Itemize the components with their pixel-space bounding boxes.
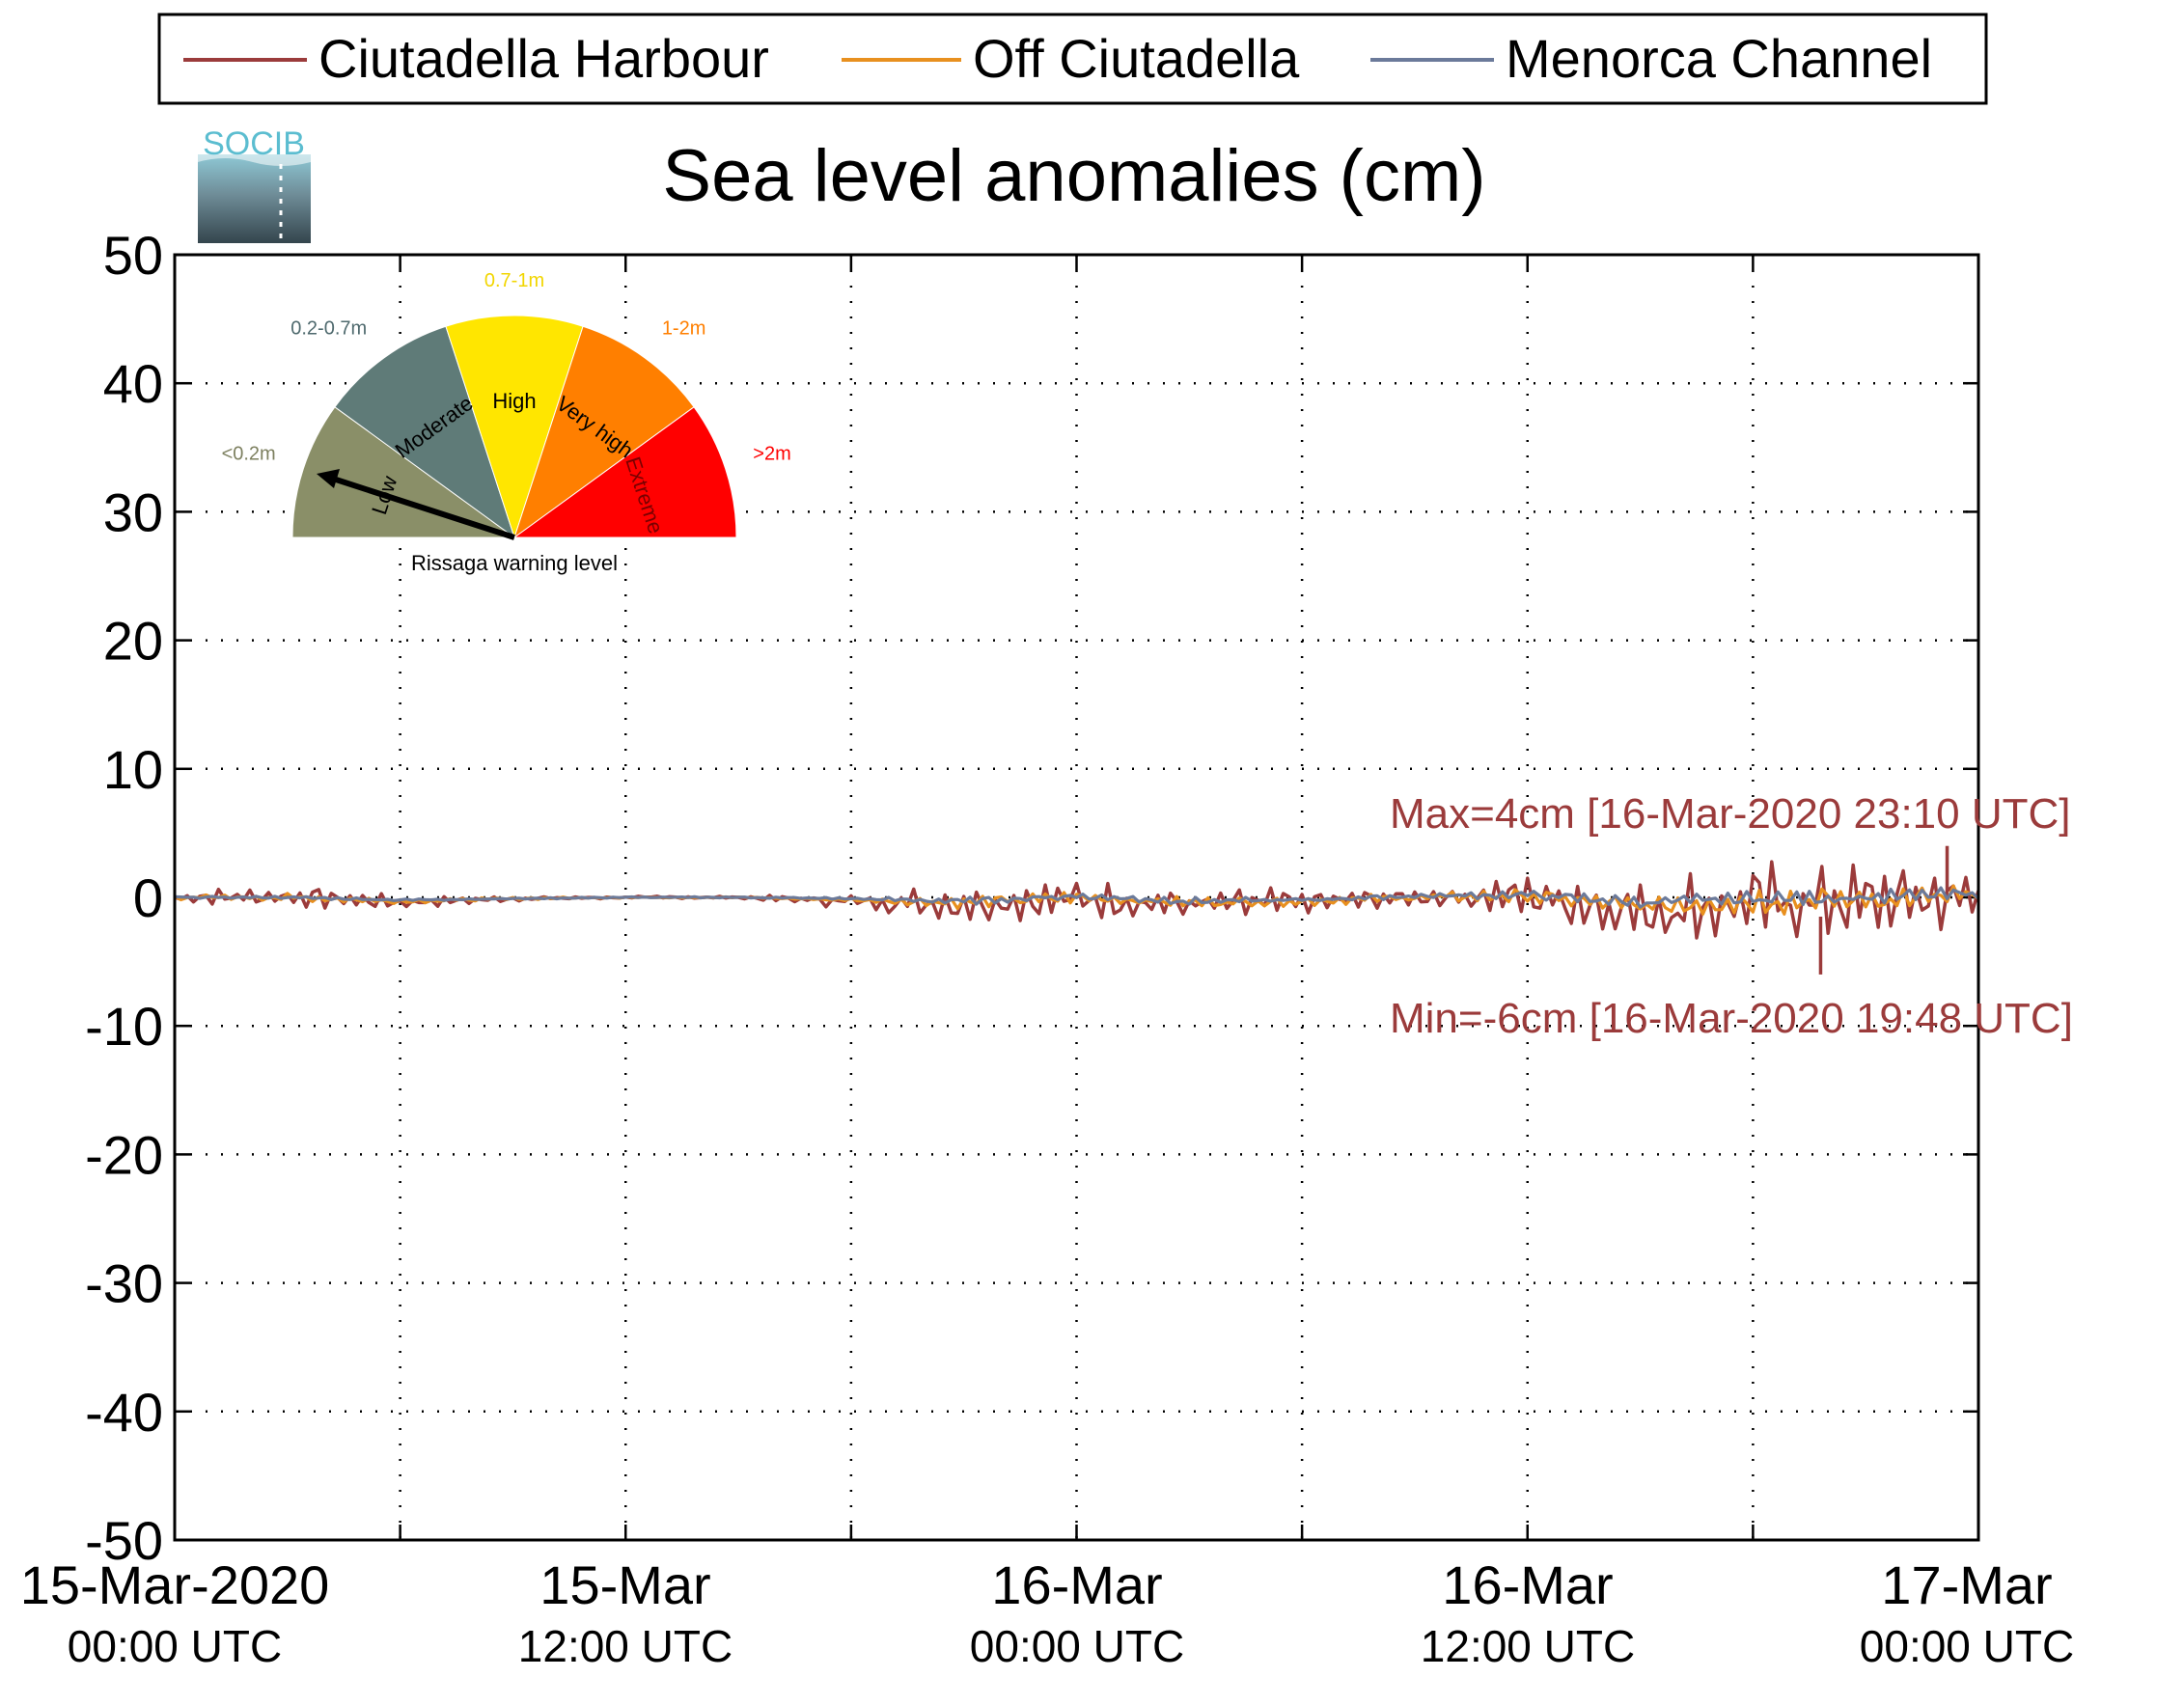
y-tick-label: 0 xyxy=(133,867,163,928)
gauge-needle xyxy=(329,475,515,540)
gauge-range-label: 0.7-1m xyxy=(484,270,544,291)
min-annotation: Min=-6cm [16-Mar-2020 19:48 UTC] xyxy=(1390,995,2073,1042)
legend: Ciutadella Harbour Off Ciutadella Menorc… xyxy=(157,13,1988,105)
plot-frame xyxy=(173,253,1980,1542)
gauge-level-label: High xyxy=(492,389,536,413)
y-tick-label: -40 xyxy=(85,1382,163,1443)
x-tick-labels: 15-Mar-2020 00:00 UTC 15-Mar 12:00 UTC 16-Ma… xyxy=(20,1554,2075,1671)
y-tick-label: 30 xyxy=(103,481,163,542)
gauge-segment-very-high xyxy=(513,325,695,539)
gauge-segment-moderate xyxy=(334,325,515,539)
y-tick-label: 20 xyxy=(103,611,163,672)
y-tick-label: -20 xyxy=(85,1124,163,1185)
x-tick-label-date: 15-Mar xyxy=(539,1554,710,1615)
gauge-range-label: <0.2m xyxy=(222,444,276,465)
gauge-range-label: 1-2m xyxy=(662,318,706,340)
y-tick-label: 10 xyxy=(103,739,163,800)
y-tick-label: -30 xyxy=(85,1253,163,1314)
x-tick-label-time: 00:00 UTC xyxy=(1860,1621,2074,1671)
y-tick-label: 40 xyxy=(103,353,163,414)
x-tick-label-date: 16-Mar xyxy=(991,1554,1162,1615)
gauge-range-label: 0.2-0.7m xyxy=(290,318,367,340)
chart-title: Sea level anomalies (cm) xyxy=(662,135,1485,217)
legend-label-menorca-channel: Menorca Channel xyxy=(1506,28,1932,89)
series-line-menorca-channel xyxy=(174,886,1980,909)
legend-label-off-ciutadella: Off Ciutadella xyxy=(973,28,1300,89)
x-tick-label-date: 17-Mar xyxy=(1881,1554,2052,1615)
max-annotation: Max=4cm [16-Mar-2020 23:10 UTC] xyxy=(1390,790,2071,838)
x-tick-label-time: 12:00 UTC xyxy=(518,1621,733,1671)
gauge-segment-extreme xyxy=(512,406,737,538)
gauge-range-label: >2m xyxy=(753,444,790,465)
x-tick-label-time: 00:00 UTC xyxy=(68,1621,282,1671)
socib-logo-text: SOCIB xyxy=(203,125,305,162)
y-tick-labels: 50 40 30 20 10 0 -10 -20 -30 -40 -50 xyxy=(85,225,163,1571)
x-tick-label-date: 15-Mar-2020 xyxy=(20,1554,330,1615)
gauge-needle-arrowhead xyxy=(317,469,340,488)
gauge-segments xyxy=(291,315,737,539)
gauge-caption: Rissaga warning level xyxy=(411,551,618,575)
gauge-segment-low xyxy=(291,406,516,538)
x-tick-label-date: 16-Mar xyxy=(1442,1554,1613,1615)
socib-logo-mark xyxy=(198,154,311,243)
x-tick-label-time: 12:00 UTC xyxy=(1421,1621,1635,1671)
y-tick-label: 50 xyxy=(103,225,163,286)
x-tick-label-time: 00:00 UTC xyxy=(970,1621,1184,1671)
legend-label-ciutadella-harbour: Ciutadella Harbour xyxy=(318,28,769,89)
series-lines xyxy=(174,845,1980,975)
legend-box xyxy=(157,13,1988,105)
y-tick-label: -50 xyxy=(85,1510,163,1571)
socib-logo: SOCIB xyxy=(198,125,311,243)
y-tick-label: -10 xyxy=(85,996,163,1057)
gauge-segment-high xyxy=(445,315,584,539)
